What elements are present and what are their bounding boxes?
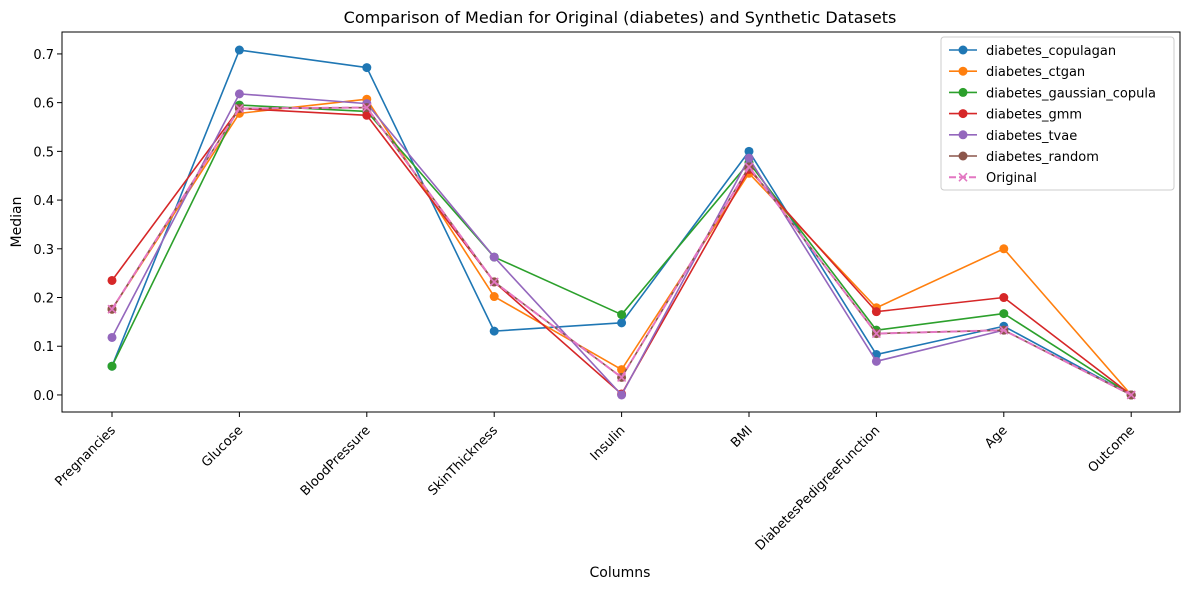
data-point	[871, 356, 881, 366]
legend-label: diabetes_gmm	[986, 108, 1082, 123]
legend-marker	[958, 130, 968, 140]
legend-item: diabetes_random	[949, 150, 1099, 165]
chart-title: Comparison of Median for Original (diabe…	[344, 8, 897, 27]
data-point	[617, 372, 627, 382]
legend-marker	[958, 45, 968, 55]
x-tick-label: Outcome	[1085, 423, 1138, 476]
data-point	[999, 293, 1009, 303]
x-tick-label: Pregnancies	[52, 423, 119, 490]
x-tick-label: BMI	[728, 423, 756, 451]
data-point	[744, 146, 754, 156]
data-point	[107, 304, 117, 314]
data-point	[489, 292, 499, 302]
legend-label: diabetes_tvae	[986, 129, 1077, 144]
legend-item: diabetes_ctgan	[949, 65, 1085, 80]
y-axis-label: Median	[9, 197, 25, 248]
data-point	[617, 310, 627, 320]
legend-label: diabetes_ctgan	[986, 65, 1085, 80]
legend-marker	[958, 151, 968, 161]
y-tick-label: 0.5	[33, 145, 54, 160]
legend-item: diabetes_tvae	[949, 129, 1077, 144]
legend-label: diabetes_copulagan	[986, 44, 1116, 59]
x-axis: Pregnancies Glucose BloodPressure SkinThick…	[52, 412, 1138, 554]
series-layer	[107, 45, 1136, 400]
y-tick-label: 0.1	[33, 340, 54, 355]
x-tick-label: BloodPressure	[298, 423, 374, 499]
data-point	[1126, 390, 1136, 400]
data-point	[999, 244, 1009, 254]
y-tick-label: 0.2	[33, 292, 54, 307]
y-tick-label: 0.3	[33, 243, 54, 258]
legend-marker	[958, 109, 968, 119]
y-tick-label: 0.4	[33, 194, 54, 209]
legend-marker	[958, 172, 968, 182]
legend: diabetes_copulagan diabetes_ctgan diabetes…	[940, 36, 1175, 191]
data-point	[234, 45, 244, 55]
data-point	[617, 318, 627, 328]
legend-label: diabetes_gaussian_copula	[986, 86, 1156, 101]
data-point	[617, 390, 627, 400]
data-point	[999, 309, 1009, 319]
data-point	[489, 252, 499, 262]
y-axis: 0.0 0.1 0.2 0.3 0.4 0.5 0.6 0.7	[33, 48, 62, 404]
x-axis-label: Columns	[590, 565, 651, 581]
x-tick-label: SkinThickness	[425, 423, 501, 499]
data-point	[871, 307, 881, 317]
data-point	[871, 328, 881, 339]
legend-marker	[958, 87, 968, 97]
data-point	[234, 89, 244, 99]
legend-item: diabetes_gaussian_copula	[949, 86, 1156, 101]
data-point	[107, 361, 117, 371]
plot-frame	[61, 31, 1181, 413]
legend-item: Original	[949, 171, 1037, 186]
x-tick-label: Insulin	[588, 423, 629, 464]
data-point	[999, 325, 1009, 335]
legend-label: Original	[986, 171, 1037, 186]
x-tick-label: Glucose	[199, 423, 246, 470]
data-point	[744, 162, 754, 172]
y-tick-label: 0.7	[33, 48, 54, 63]
data-point	[107, 275, 117, 285]
data-point	[362, 110, 372, 120]
legend-item: diabetes_gmm	[949, 108, 1082, 123]
y-tick-label: 0.6	[33, 97, 54, 112]
series-Original	[107, 102, 1136, 400]
data-point	[489, 326, 499, 336]
legend-item: diabetes_copulagan	[949, 44, 1116, 59]
data-point	[107, 332, 117, 342]
y-tick-label: 0.0	[33, 389, 54, 404]
legend-marker	[958, 66, 968, 76]
legend-box	[940, 36, 1175, 191]
data-point	[744, 153, 754, 163]
x-tick-label: DiabetesPedigreeFunction	[753, 423, 883, 553]
x-tick-label: Age	[982, 423, 1010, 451]
data-point	[489, 277, 499, 287]
legend-label: diabetes_random	[986, 150, 1099, 165]
data-point	[362, 102, 372, 113]
data-point	[234, 103, 244, 114]
data-point	[362, 63, 372, 73]
